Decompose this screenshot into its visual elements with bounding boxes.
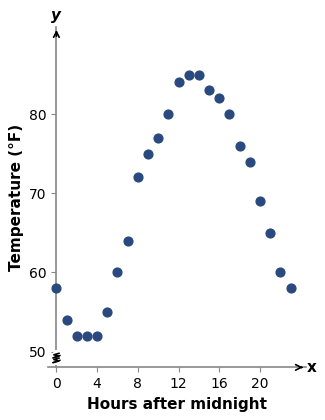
Point bbox=[227, 111, 232, 118]
Point bbox=[206, 87, 212, 94]
Point bbox=[176, 79, 181, 86]
Point bbox=[237, 142, 242, 149]
Point bbox=[186, 71, 191, 78]
Point bbox=[95, 332, 100, 339]
Point bbox=[74, 332, 79, 339]
Point bbox=[267, 229, 273, 236]
Point bbox=[288, 285, 293, 291]
Point bbox=[84, 332, 90, 339]
Point bbox=[217, 95, 222, 102]
Point bbox=[156, 134, 161, 141]
Point bbox=[64, 317, 69, 323]
Point bbox=[196, 71, 202, 78]
X-axis label: Hours after midnight: Hours after midnight bbox=[87, 396, 267, 412]
Point bbox=[105, 309, 110, 315]
Point bbox=[166, 111, 171, 118]
Y-axis label: Temperature (°F): Temperature (°F) bbox=[8, 123, 23, 271]
Point bbox=[145, 150, 150, 157]
Point bbox=[115, 269, 120, 276]
Point bbox=[247, 158, 253, 165]
Text: x: x bbox=[307, 360, 317, 375]
Text: y: y bbox=[51, 8, 61, 23]
Point bbox=[257, 198, 263, 205]
Point bbox=[135, 174, 140, 181]
Point bbox=[125, 237, 130, 244]
Point bbox=[278, 269, 283, 276]
Point bbox=[54, 285, 59, 291]
